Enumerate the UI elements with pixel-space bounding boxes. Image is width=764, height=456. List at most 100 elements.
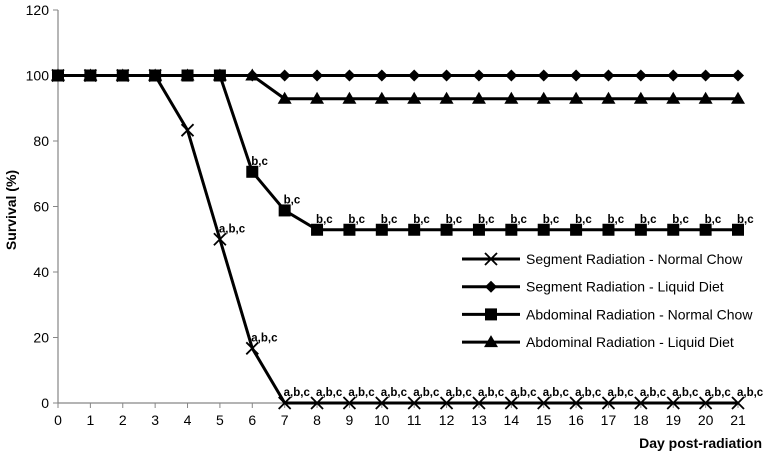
- data-point-0: [342, 396, 357, 410]
- data-point-1: [440, 69, 453, 82]
- y-axis-title: Survival (%): [3, 170, 19, 250]
- data-point-1: [505, 69, 518, 82]
- x-tick-label: 1: [86, 412, 94, 428]
- data-point-1: [375, 69, 388, 82]
- data-point-0: [180, 123, 195, 137]
- data-point-2: [732, 223, 744, 236]
- data-point-3: [471, 91, 486, 104]
- data-point-0: [51, 68, 65, 83]
- data-point-1: [472, 69, 485, 82]
- point-label: b,c: [446, 214, 463, 226]
- point-label: b,c: [284, 194, 301, 206]
- legend-marker-0: [484, 252, 498, 266]
- y-tick-label: 0: [41, 395, 49, 411]
- point-label: b,c: [607, 214, 624, 226]
- x-tick-label: 13: [471, 412, 487, 428]
- point-labels: a,b,c a,b,c a,b,c a,b,c a,b,c a,b,c a,b,c a,b,c…: [219, 156, 764, 399]
- x-axis-title: Day post-radiation: [639, 435, 762, 451]
- point-label: a,b,c: [348, 387, 375, 399]
- data-point-3: [407, 91, 422, 104]
- x-tick-label: 12: [439, 412, 455, 428]
- data-point-2: [570, 223, 583, 236]
- legend-marker-2: [485, 308, 497, 321]
- data-point-0: [148, 68, 162, 83]
- data-point-2: [440, 223, 453, 236]
- data-point-0: [310, 396, 324, 410]
- x-tick-label: 2: [119, 412, 127, 428]
- data-point-1: [732, 69, 744, 82]
- point-label: b,c: [413, 214, 430, 226]
- point-label: a,b,c: [737, 387, 764, 399]
- legend-label-0: Segment Radiation - Normal Chow: [526, 251, 743, 267]
- point-label: b,c: [316, 214, 333, 226]
- data-point-2: [505, 223, 518, 236]
- x-tick-label: 7: [281, 412, 289, 428]
- point-label: a,b,c: [478, 387, 505, 399]
- y-tick-label: 80: [33, 133, 49, 149]
- x-tick-label: 0: [54, 412, 62, 428]
- data-point-0: [634, 396, 648, 410]
- x-tick-label: 19: [665, 412, 681, 428]
- data-point-3: [601, 91, 616, 104]
- series-lines: [58, 74, 738, 405]
- data-point-0: [278, 396, 292, 410]
- data-point-2: [408, 223, 421, 236]
- data-point-3: [569, 91, 584, 104]
- point-label: b,c: [348, 214, 365, 226]
- x-tick-label: 21: [730, 412, 746, 428]
- point-label: a,b,c: [672, 387, 699, 399]
- data-point-1: [602, 69, 615, 82]
- x-tick-label: 11: [407, 412, 422, 428]
- data-point-0: [213, 232, 227, 246]
- point-label: b,c: [478, 214, 495, 226]
- data-point-1: [246, 69, 259, 82]
- data-point-0: [472, 396, 486, 410]
- x-tick-label: 16: [568, 412, 584, 428]
- point-label: a,b,c: [543, 387, 570, 399]
- point-label: a,b,c: [607, 387, 634, 399]
- data-point-2: [537, 223, 550, 236]
- y-tick-label: 120: [26, 2, 50, 18]
- data-point-1: [634, 69, 647, 82]
- data-point-2: [343, 223, 356, 236]
- data-point-3: [310, 91, 325, 104]
- data-point-0: [666, 396, 680, 410]
- data-point-3: [666, 91, 681, 104]
- legend-marker-3: [484, 335, 498, 348]
- data-point-3: [439, 91, 454, 104]
- point-label: b,c: [510, 214, 527, 226]
- x-tick-label: 14: [504, 412, 520, 428]
- data-point-1: [699, 69, 712, 82]
- x-tick-label: 3: [151, 412, 159, 428]
- data-point-1: [311, 69, 324, 82]
- point-label: b,c: [705, 214, 722, 226]
- data-point-2: [311, 223, 324, 236]
- data-point-0: [245, 341, 259, 355]
- data-point-3: [633, 91, 648, 104]
- point-label: a,b,c: [705, 387, 732, 399]
- data-point-2: [667, 223, 680, 236]
- data-point-1: [343, 69, 356, 82]
- data-point-1: [537, 69, 550, 82]
- data-point-3: [731, 91, 745, 104]
- data-point-3: [536, 91, 551, 104]
- point-label: a,b,c: [381, 387, 408, 399]
- x-tick-label: 8: [313, 412, 321, 428]
- point-label: a,b,c: [446, 387, 473, 399]
- y-tick-label: 60: [33, 199, 49, 215]
- point-label: b,c: [381, 214, 398, 226]
- data-point-2: [246, 165, 259, 178]
- x-tick-label: 20: [698, 412, 714, 428]
- data-point-2: [375, 223, 388, 236]
- point-label: b,c: [251, 156, 268, 168]
- x-tick-label: 17: [601, 412, 617, 428]
- series-markers: [51, 68, 745, 410]
- point-label: a,b,c: [316, 387, 343, 399]
- data-point-2: [278, 204, 291, 217]
- point-label: a,b,c: [413, 387, 440, 399]
- data-point-0: [698, 396, 713, 410]
- point-label: a,b,c: [510, 387, 537, 399]
- point-label: b,c: [640, 214, 657, 226]
- x-tick-label: 15: [536, 412, 552, 428]
